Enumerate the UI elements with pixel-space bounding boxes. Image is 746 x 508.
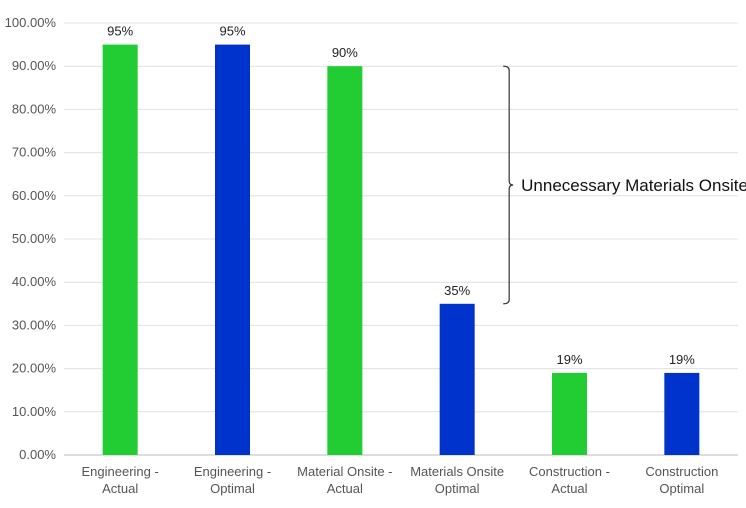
y-tick-label: 50.00% (12, 231, 57, 246)
data-label: 35% (444, 283, 470, 298)
bar (102, 44, 138, 455)
y-tick-label: 80.00% (12, 101, 57, 116)
x-tick-label: Construction (645, 464, 718, 479)
data-label: 19% (556, 352, 582, 367)
x-tick-label: Engineering - (82, 464, 159, 479)
x-tick-label: Construction - (529, 464, 610, 479)
data-label: 90% (332, 45, 358, 60)
bar (215, 44, 250, 455)
y-tick-label: 40.00% (12, 274, 57, 289)
data-label: 19% (669, 352, 695, 367)
data-label: 95% (107, 24, 133, 39)
y-tick-label: 60.00% (12, 188, 57, 203)
bar (552, 372, 587, 455)
y-axis-ticks: 0.00% 10.00% 20.00% 30.00% 40.00% 50.00% 60.00… (5, 15, 57, 462)
y-tick-label: 100.00% (5, 15, 57, 30)
y-tick-label: 70.00% (12, 145, 57, 160)
x-tick-label: Actual (551, 481, 587, 496)
x-tick-label: Engineering - (194, 464, 271, 479)
y-tick-label: 0.00% (19, 447, 56, 462)
x-tick-label: Optimal (210, 481, 255, 496)
y-tick-label: 10.00% (12, 404, 57, 419)
x-tick-label: Optimal (659, 481, 704, 496)
bar (664, 372, 700, 455)
annotation: Unnecessary Materials Onsite (503, 65, 746, 305)
gridlines (64, 22, 738, 456)
data-label: 95% (219, 24, 245, 39)
y-tick-label: 90.00% (12, 58, 57, 73)
x-axis-labels: Engineering - Actual Engineering - Optimal M… (82, 464, 719, 496)
x-tick-label: Optimal (435, 481, 480, 496)
bar (327, 66, 363, 455)
x-tick-label: Material Onsite - (297, 464, 392, 479)
y-tick-label: 20.00% (12, 361, 57, 376)
y-tick-label: 30.00% (12, 317, 57, 332)
x-tick-label: Actual (102, 481, 138, 496)
data-labels: 95% 95% 90% 35% 19% 19% (107, 24, 695, 367)
bars (102, 44, 700, 455)
annotation-bracket (503, 65, 514, 305)
annotation-label: Unnecessary Materials Onsite (521, 176, 746, 195)
bar (439, 303, 475, 455)
x-tick-label: Materials Onsite (410, 464, 504, 479)
x-tick-label: Actual (327, 481, 363, 496)
